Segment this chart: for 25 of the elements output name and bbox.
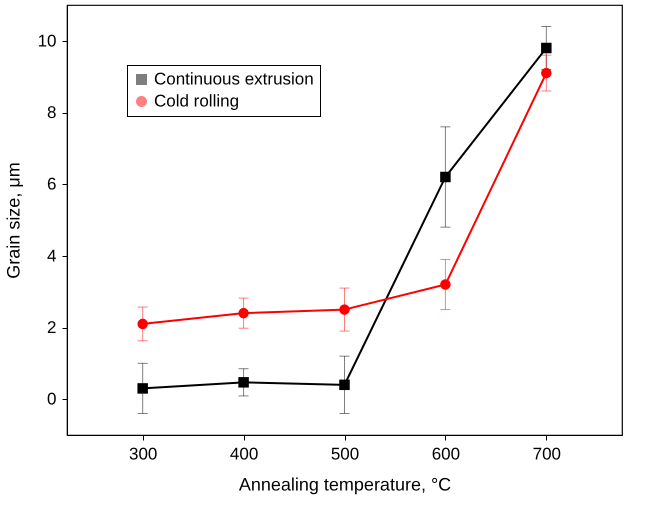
point [137, 383, 148, 394]
y-tick-label: 6 [47, 174, 56, 194]
legend-label: Cold rolling [154, 92, 240, 110]
x-tick-label: 700 [532, 444, 562, 464]
x-tick-label: 400 [230, 444, 258, 464]
y-tick-label: 8 [47, 103, 56, 122]
y-tick-label: 2 [47, 318, 56, 337]
point [339, 304, 350, 315]
x-tick-label: 600 [432, 444, 460, 464]
point [339, 380, 350, 390]
y-tick-label: 0 [47, 390, 56, 409]
point [541, 68, 552, 78]
legend-label: Continuous extrusion [154, 70, 314, 88]
point [137, 318, 148, 330]
x-tick-label: 500 [330, 444, 360, 464]
point [440, 172, 451, 182]
point [440, 279, 451, 290]
x-tick-label: 300 [128, 444, 158, 464]
y-axis-title: Grain size, μm [4, 162, 24, 279]
point [238, 308, 249, 318]
y-tick-label: 4 [47, 246, 56, 266]
x-axis-title: Annealing temperature, °C [238, 474, 452, 494]
point [238, 377, 249, 388]
point [541, 42, 552, 54]
y-tick-label: 10 [38, 31, 56, 50]
